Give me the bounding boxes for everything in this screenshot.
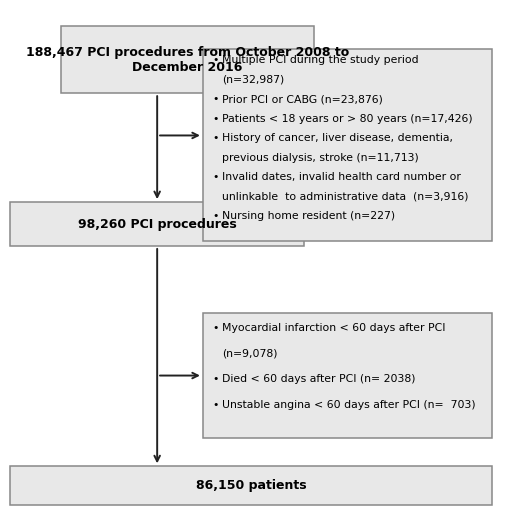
Text: previous dialysis, stroke (n=11,713): previous dialysis, stroke (n=11,713) [222,153,419,163]
Text: 98,260 PCI procedures: 98,260 PCI procedures [78,218,237,231]
Text: History of cancer, liver disease, dementia,: History of cancer, liver disease, dement… [222,133,453,143]
Bar [61,26,314,93]
Bar [203,313,492,438]
Bar [10,466,492,505]
Text: •: • [212,211,219,221]
Text: 188,467 PCI procedures from October 2008 to
December 2016: 188,467 PCI procedures from October 2008… [26,46,349,74]
Text: Invalid dates, invalid health card number or: Invalid dates, invalid health card numbe… [222,172,461,182]
Text: •: • [212,94,219,104]
Text: (n=32,987): (n=32,987) [222,75,284,84]
Text: Nursing home resident (n=227): Nursing home resident (n=227) [222,211,395,221]
Text: •: • [212,172,219,182]
Text: (n=9,078): (n=9,078) [222,349,277,358]
Text: •: • [212,400,219,410]
Text: •: • [212,375,219,384]
Bar [10,202,304,246]
Text: •: • [212,55,219,65]
Text: •: • [212,113,219,124]
Text: Died < 60 days after PCI (n= 2038): Died < 60 days after PCI (n= 2038) [222,375,416,384]
Text: •: • [212,133,219,143]
Text: Patients < 18 years or > 80 years (n=17,426): Patients < 18 years or > 80 years (n=17,… [222,113,473,124]
Text: •: • [212,323,219,333]
Text: Unstable angina < 60 days after PCI (n=  703): Unstable angina < 60 days after PCI (n= … [222,400,476,410]
Text: Myocardial infarction < 60 days after PCI: Myocardial infarction < 60 days after PC… [222,323,446,333]
Text: 86,150 patients: 86,150 patients [196,479,306,492]
Bar [203,49,492,241]
Text: Multiple PCI during the study period: Multiple PCI during the study period [222,55,419,65]
Text: Prior PCI or CABG (n=23,876): Prior PCI or CABG (n=23,876) [222,94,383,104]
Text: unlinkable  to administrative data  (n=3,916): unlinkable to administrative data (n=3,9… [222,192,468,202]
